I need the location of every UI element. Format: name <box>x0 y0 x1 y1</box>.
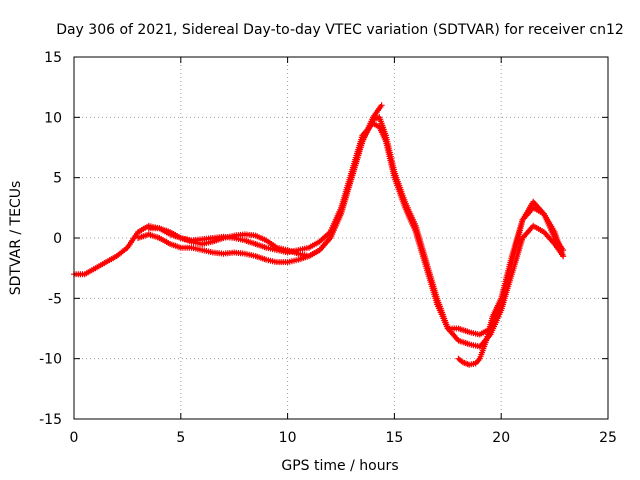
chart-series-layer <box>71 102 567 368</box>
y-axis-label: SDTVAR / TECUs <box>8 181 24 296</box>
series-track-4 <box>455 204 567 368</box>
y-tick-label: 5 <box>53 171 62 187</box>
x-tick-label: 25 <box>599 430 617 446</box>
y-tick-label: -5 <box>48 291 62 307</box>
x-tick-label: 20 <box>492 430 510 446</box>
series-markers <box>145 102 385 260</box>
chart-ticks: 0 5 10 15 20 25 -15 -10 -5 0 5 10 15 <box>39 50 617 446</box>
y-tick-label: 0 <box>53 231 62 247</box>
series-markers <box>455 204 567 368</box>
series-track-3 <box>145 102 385 260</box>
x-tick-label: 15 <box>385 430 403 446</box>
y-tick-label: -15 <box>39 412 62 428</box>
y-tick-label: 10 <box>44 110 62 126</box>
x-tick-label: 5 <box>176 430 185 446</box>
x-axis-label: GPS time / hours <box>281 458 398 474</box>
x-tick-label: 0 <box>70 430 79 446</box>
y-tick-label: -10 <box>39 352 62 368</box>
x-tick-label: 10 <box>279 430 297 446</box>
chart-grid <box>74 57 608 419</box>
chart-title: Day 306 of 2021, Sidereal Day-to-day VTE… <box>56 22 624 38</box>
y-tick-label: 15 <box>44 50 62 66</box>
